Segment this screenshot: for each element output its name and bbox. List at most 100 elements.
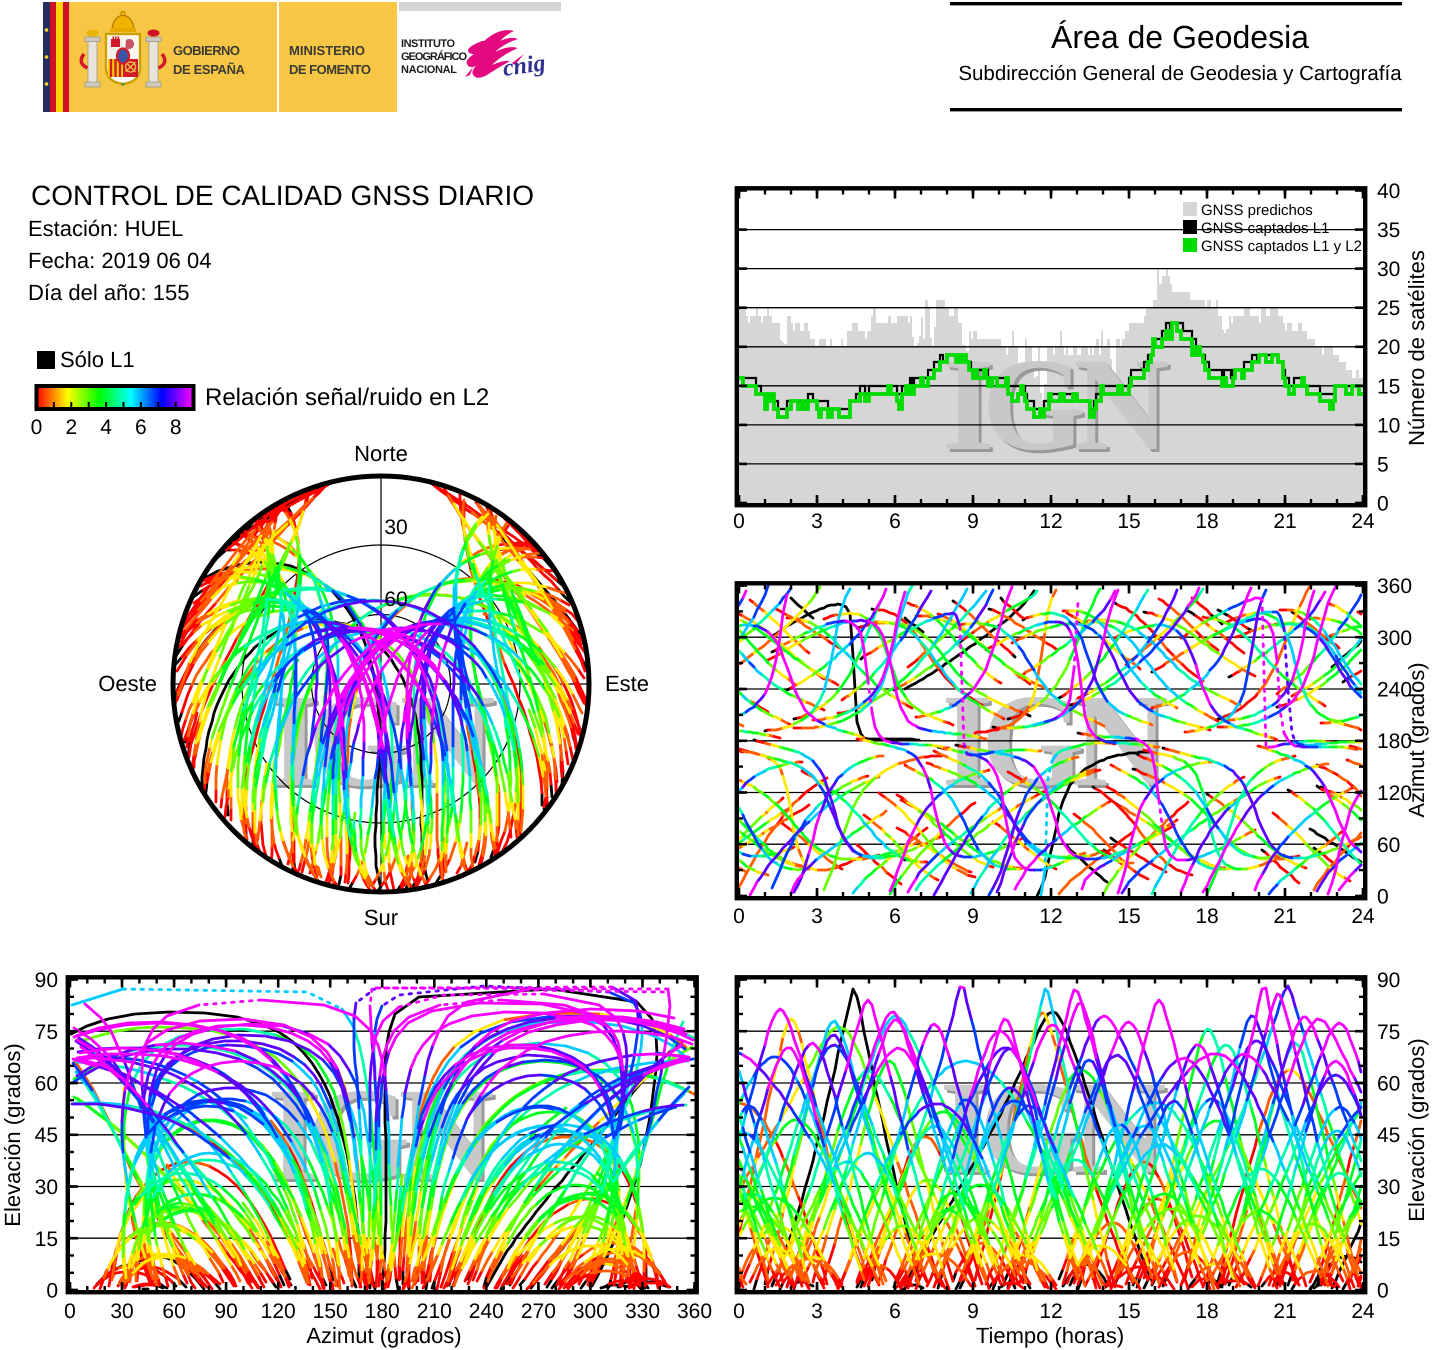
svg-text:5: 5 [1377, 453, 1389, 476]
svg-text:Tiempo (horas): Tiempo (horas) [976, 1323, 1124, 1348]
svg-text:Elevación (grados): Elevación (grados) [0, 1043, 25, 1226]
svg-text:0: 0 [1377, 886, 1389, 909]
svg-text:0: 0 [1377, 1280, 1389, 1303]
svg-text:Norte: Norte [354, 441, 408, 466]
svg-text:DE FOMENTO: DE FOMENTO [289, 62, 371, 77]
svg-text:24: 24 [1351, 1300, 1375, 1323]
svg-text:0: 0 [46, 1280, 58, 1303]
svg-text:45: 45 [35, 1124, 58, 1147]
svg-text:Día del año: 155: Día del año: 155 [28, 280, 189, 305]
svg-text:180: 180 [365, 1300, 400, 1323]
svg-text:12: 12 [1039, 905, 1062, 928]
svg-text:300: 300 [573, 1300, 608, 1323]
svg-text:90: 90 [1377, 969, 1400, 992]
svg-text:DE ESPAÑA: DE ESPAÑA [173, 62, 246, 77]
svg-text:360: 360 [677, 1300, 712, 1323]
svg-text:0: 0 [733, 1300, 745, 1323]
svg-text:Estación: HUEL: Estación: HUEL [28, 216, 183, 241]
svg-text:15: 15 [1117, 1300, 1140, 1323]
svg-text:2: 2 [65, 416, 77, 439]
svg-text:6: 6 [889, 1300, 901, 1323]
svg-text:120: 120 [261, 1300, 296, 1323]
svg-text:18: 18 [1195, 905, 1218, 928]
svg-text:15: 15 [1117, 905, 1140, 928]
svg-text:75: 75 [1377, 1021, 1400, 1044]
svg-text:0: 0 [733, 905, 745, 928]
svg-text:GNSS captados L1: GNSS captados L1 [1201, 220, 1329, 237]
svg-text:9: 9 [967, 905, 979, 928]
svg-text:300: 300 [1377, 627, 1412, 650]
svg-text:IGN: IGN [943, 330, 1170, 478]
svg-text:Subdirección General de Geodes: Subdirección General de Geodesia y Carto… [958, 62, 1402, 85]
svg-text:150: 150 [313, 1300, 348, 1323]
svg-text:0: 0 [31, 416, 43, 439]
svg-text:60: 60 [1377, 834, 1400, 857]
svg-text:35: 35 [1377, 219, 1400, 242]
svg-text:75: 75 [35, 1021, 58, 1044]
svg-text:15: 15 [1377, 375, 1400, 398]
svg-text:21: 21 [1273, 905, 1296, 928]
svg-text:25: 25 [1377, 297, 1400, 320]
svg-text:Este: Este [605, 671, 649, 696]
svg-text:3: 3 [811, 510, 823, 533]
svg-text:Azimut (grados): Azimut (grados) [1404, 662, 1429, 817]
svg-text:IGN: IGN [946, 333, 1173, 481]
svg-text:10: 10 [1377, 414, 1400, 437]
svg-text:0: 0 [1377, 493, 1389, 516]
svg-text:NACIONAL: NACIONAL [401, 64, 457, 76]
svg-text:24: 24 [1351, 905, 1375, 928]
svg-text:60: 60 [384, 588, 407, 611]
svg-text:330: 330 [625, 1300, 660, 1323]
svg-text:30: 30 [1377, 1176, 1400, 1199]
svg-text:24: 24 [1351, 510, 1375, 533]
svg-text:Fecha: 2019 06 04: Fecha: 2019 06 04 [28, 248, 211, 273]
svg-text:30: 30 [110, 1300, 133, 1323]
svg-text:21: 21 [1273, 510, 1296, 533]
svg-text:GNSS captados L1 y L2: GNSS captados L1 y L2 [1201, 238, 1362, 255]
svg-text:GEOGRÁFICO: GEOGRÁFICO [401, 50, 467, 63]
svg-text:210: 210 [417, 1300, 452, 1323]
svg-text:18: 18 [1195, 1300, 1218, 1323]
svg-text:240: 240 [1377, 679, 1412, 702]
svg-text:Sólo L1: Sólo L1 [60, 347, 135, 372]
svg-text:18: 18 [1195, 510, 1218, 533]
svg-text:30: 30 [384, 516, 407, 539]
svg-text:30: 30 [1377, 258, 1400, 281]
svg-text:0: 0 [64, 1300, 76, 1323]
svg-text:15: 15 [1377, 1228, 1400, 1251]
svg-text:MINISTERIO: MINISTERIO [289, 43, 365, 58]
svg-text:12: 12 [1039, 1300, 1062, 1323]
svg-text:Área de Geodesia: Área de Geodesia [1051, 19, 1309, 55]
svg-text:Elevación (grados): Elevación (grados) [1404, 1038, 1429, 1221]
svg-text:360: 360 [1377, 575, 1412, 598]
svg-text:120: 120 [1377, 782, 1412, 805]
svg-text:8: 8 [170, 416, 182, 439]
svg-text:Azimut (grados): Azimut (grados) [306, 1323, 461, 1348]
svg-text:6: 6 [889, 510, 901, 533]
svg-text:cnig: cnig [501, 50, 547, 82]
svg-text:0: 0 [733, 510, 745, 533]
svg-text:GOBIERNO: GOBIERNO [173, 43, 240, 58]
svg-text:INSTITUTO: INSTITUTO [401, 38, 455, 50]
svg-text:Relación señal/ruido en L2: Relación señal/ruido en L2 [205, 384, 489, 411]
svg-text:40: 40 [1377, 180, 1400, 203]
svg-text:15: 15 [35, 1228, 58, 1251]
svg-text:4: 4 [100, 416, 112, 439]
svg-text:6: 6 [889, 905, 901, 928]
svg-text:Número de satélites: Número de satélites [1404, 250, 1429, 446]
svg-text:21: 21 [1273, 1300, 1296, 1323]
svg-text:3: 3 [811, 905, 823, 928]
svg-text:90: 90 [214, 1300, 237, 1323]
svg-text:12: 12 [1039, 510, 1062, 533]
svg-text:3: 3 [811, 1300, 823, 1323]
svg-text:270: 270 [521, 1300, 556, 1323]
svg-text:CONTROL DE CALIDAD GNSS DIARIO: CONTROL DE CALIDAD GNSS DIARIO [31, 180, 534, 211]
svg-text:30: 30 [35, 1176, 58, 1199]
svg-text:GNSS predichos: GNSS predichos [1201, 202, 1313, 219]
svg-text:6: 6 [135, 416, 147, 439]
svg-text:60: 60 [35, 1073, 58, 1096]
svg-text:45: 45 [1377, 1124, 1400, 1147]
svg-text:Oeste: Oeste [98, 671, 157, 696]
svg-text:60: 60 [162, 1300, 185, 1323]
svg-text:Sur: Sur [364, 905, 398, 930]
